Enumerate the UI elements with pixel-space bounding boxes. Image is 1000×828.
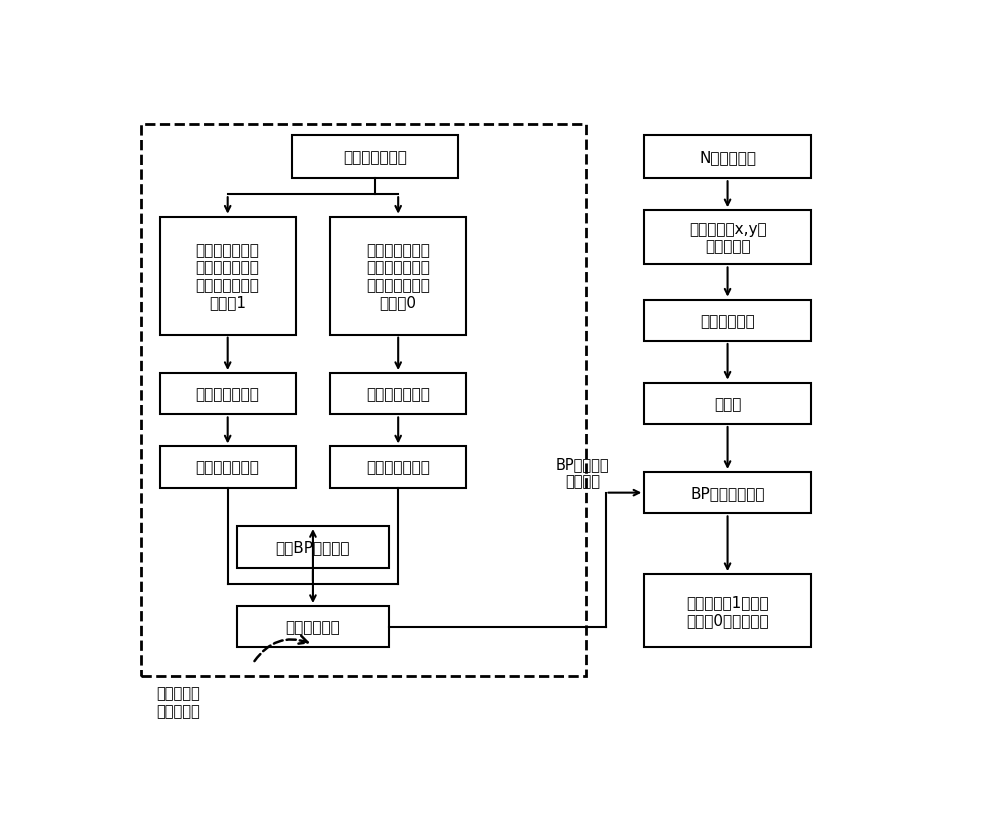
Text: 手动提取图像序
列中异物位置处
的像素点序列，
标记为1: 手动提取图像序 列中异物位置处 的像素点序列， 标记为1 (196, 243, 260, 310)
Text: 神经网络参数: 神经网络参数 (286, 619, 340, 634)
FancyBboxPatch shape (644, 383, 811, 425)
Text: 对点集递增排序: 对点集递增排序 (196, 387, 260, 402)
FancyBboxPatch shape (644, 472, 811, 513)
FancyBboxPatch shape (237, 527, 388, 568)
Text: 手动提取图像序
列中背景位置处
的像素点序列，
标记为0: 手动提取图像序 列中背景位置处 的像素点序列， 标记为0 (366, 243, 430, 310)
FancyBboxPatch shape (330, 447, 466, 489)
FancyBboxPatch shape (644, 575, 811, 647)
Text: 提前进行神
经网络训练: 提前进行神 经网络训练 (156, 686, 200, 718)
Text: 输出结果，1为异物
特征，0为背景特征: 输出结果，1为异物 特征，0为背景特征 (686, 595, 769, 627)
Text: 点集递增排序: 点集递增排序 (700, 314, 755, 329)
Text: N帧图像序列: N帧图像序列 (699, 150, 756, 165)
FancyBboxPatch shape (330, 373, 466, 415)
Text: BP神经网络
权重参数: BP神经网络 权重参数 (555, 456, 609, 489)
Text: 大量序列帧图像: 大量序列帧图像 (343, 150, 407, 165)
FancyBboxPatch shape (330, 217, 466, 335)
Text: BP神经网络计算: BP神经网络计算 (690, 485, 765, 501)
FancyBboxPatch shape (237, 606, 388, 647)
FancyBboxPatch shape (160, 447, 296, 489)
Bar (140, 125, 586, 676)
Text: 对点集递增排序: 对点集递增排序 (366, 387, 430, 402)
Text: 归一化: 归一化 (714, 397, 741, 412)
Text: 向量归一化操作: 向量归一化操作 (366, 460, 430, 475)
Text: 向量归一化操作: 向量归一化操作 (196, 460, 260, 475)
FancyBboxPatch shape (644, 136, 811, 179)
FancyBboxPatch shape (160, 373, 296, 415)
FancyBboxPatch shape (160, 217, 296, 335)
FancyBboxPatch shape (644, 301, 811, 342)
Text: 训练BP神经网络: 训练BP神经网络 (276, 540, 350, 555)
Text: 提取坐标（x,y）
像素点序列: 提取坐标（x,y） 像素点序列 (689, 222, 766, 254)
FancyBboxPatch shape (292, 136, 458, 179)
FancyBboxPatch shape (644, 211, 811, 265)
FancyArrowPatch shape (254, 636, 308, 662)
